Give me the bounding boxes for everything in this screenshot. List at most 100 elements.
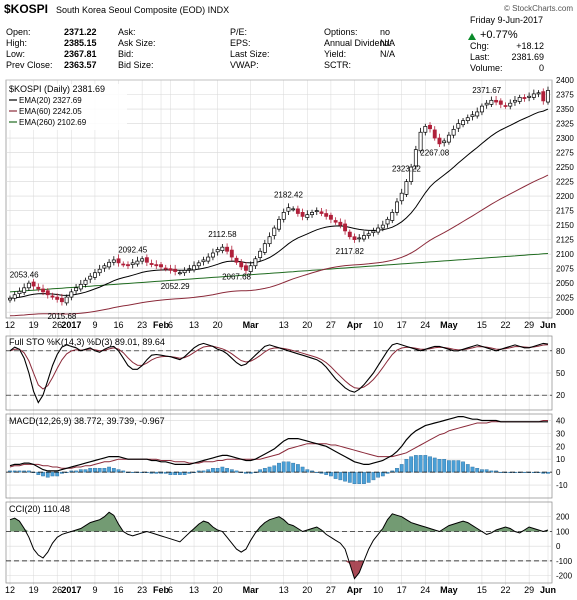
macd-ytick: 0 [556, 468, 561, 477]
candle-body [12, 294, 17, 299]
x-axis-label: 20 [213, 320, 223, 330]
price-ytick: 2200 [556, 192, 574, 201]
macd-hist-bar [484, 469, 489, 473]
candle-body [409, 166, 414, 182]
macd-ytick: 10 [556, 455, 565, 464]
candle-body [149, 263, 154, 265]
candle-body [121, 263, 126, 266]
price-annotation: 2267.08 [420, 148, 449, 157]
candle-body [513, 99, 517, 103]
candle-body [503, 105, 508, 107]
cci-ytick: 100 [556, 527, 570, 536]
quote-cell: N/A [380, 49, 395, 59]
macd-hist-bar [258, 469, 263, 473]
candle-body [531, 93, 536, 98]
sto-ytick: 20 [556, 391, 565, 400]
price-annotation: 2323.22 [392, 164, 421, 173]
price-ytick: 2075 [556, 265, 574, 274]
candle-body [395, 201, 399, 213]
x-axis-label: 13 [279, 585, 289, 595]
cci-frame [5, 501, 553, 584]
candle-body [50, 295, 55, 298]
candle-body [446, 134, 451, 143]
candle-body [324, 213, 329, 217]
candle-body [168, 268, 173, 271]
macd-hist-bar [168, 471, 173, 475]
macd-hist-bar [404, 459, 409, 473]
x-axis-label: 12 [5, 585, 15, 595]
candle-body [64, 296, 69, 304]
macd-hist-bar [111, 468, 116, 473]
date-text: Friday 9-Jun-2017 [470, 15, 543, 25]
macd-hist-bar [300, 466, 305, 473]
sto-d-line [9, 344, 549, 390]
x-axis-label: 22 [501, 585, 511, 595]
macd-hist-bar [451, 460, 456, 473]
up-arrow-icon [468, 33, 476, 40]
candle-body [536, 92, 541, 95]
x-axis-label: 15 [477, 320, 487, 330]
quote-cell: Last Size: [230, 49, 270, 59]
x-axis-label: 17 [397, 320, 407, 330]
price-ytick: 2175 [556, 207, 574, 216]
macd-legend: MACD(12,26,9) 38.772, 39.739, -0.967 [9, 416, 165, 426]
candle-body [130, 262, 135, 265]
credit-text: © StockCharts.com [504, 4, 573, 13]
candle-body [248, 265, 253, 272]
x-axis-label: 13 [189, 320, 199, 330]
candle-body [522, 97, 527, 99]
candle-body [541, 91, 546, 102]
quote-cell: Options: [324, 27, 358, 37]
macd-ytick: 30 [556, 429, 565, 438]
candle-body [465, 117, 470, 121]
candle-body [508, 102, 513, 107]
candle-body [159, 264, 163, 268]
price-annotation: 2067.68 [222, 273, 251, 282]
cci-legend: CCI(20) 110.48 [9, 504, 70, 514]
macd-hist-bar [366, 471, 371, 483]
candle-body [498, 100, 503, 105]
quote-label: Volume: [470, 63, 503, 73]
price-ytick: 2025 [556, 294, 574, 303]
quote-value: 0 [539, 63, 544, 73]
x-axis-label: 9 [92, 320, 97, 330]
macd-hist-bar [277, 462, 281, 473]
macd-hist-bar [314, 471, 319, 473]
macd-hist-bar [17, 470, 22, 473]
macd-signal-line [9, 420, 548, 469]
candle-body [196, 262, 201, 267]
candle-body [163, 267, 168, 270]
macd-hist-bar [244, 471, 248, 474]
quote-cell: High: [6, 38, 27, 48]
macd-hist-bar [215, 468, 220, 473]
quote-cell: Bid: [118, 49, 134, 59]
x-axis-label: 16 [114, 320, 124, 330]
candle-body [385, 218, 390, 225]
macd-hist-bar [418, 455, 423, 473]
candle-body [31, 281, 36, 287]
price-ytick: 2000 [556, 308, 574, 317]
macd-hist-bar [182, 471, 187, 475]
macd-hist-bar [272, 465, 277, 473]
quote-cell: Yield: [324, 49, 346, 59]
price-legend: EMA(260) 2102.69 [19, 118, 87, 127]
macd-hist-bar [154, 471, 159, 474]
x-axis-label: 10 [373, 585, 383, 595]
candle-body [380, 224, 385, 229]
x-axis-label: Apr [347, 320, 363, 330]
price-annotation: 2182.42 [274, 191, 303, 200]
macd-hist-bar [97, 468, 102, 473]
macd-hist-bar [498, 471, 503, 473]
price-annotation: 2112.58 [208, 230, 237, 239]
macd-hist-bar [413, 455, 418, 473]
candle-body [17, 290, 22, 294]
macd-hist-bar [234, 470, 239, 473]
macd-hist-bar [102, 468, 107, 473]
macd-hist-bar [480, 469, 484, 473]
candle-body [182, 270, 187, 274]
candle-body [489, 99, 494, 105]
candle-body [154, 264, 159, 267]
candle-body [456, 123, 461, 129]
cci-ytick: -200 [556, 572, 573, 581]
candle-body [361, 235, 366, 240]
